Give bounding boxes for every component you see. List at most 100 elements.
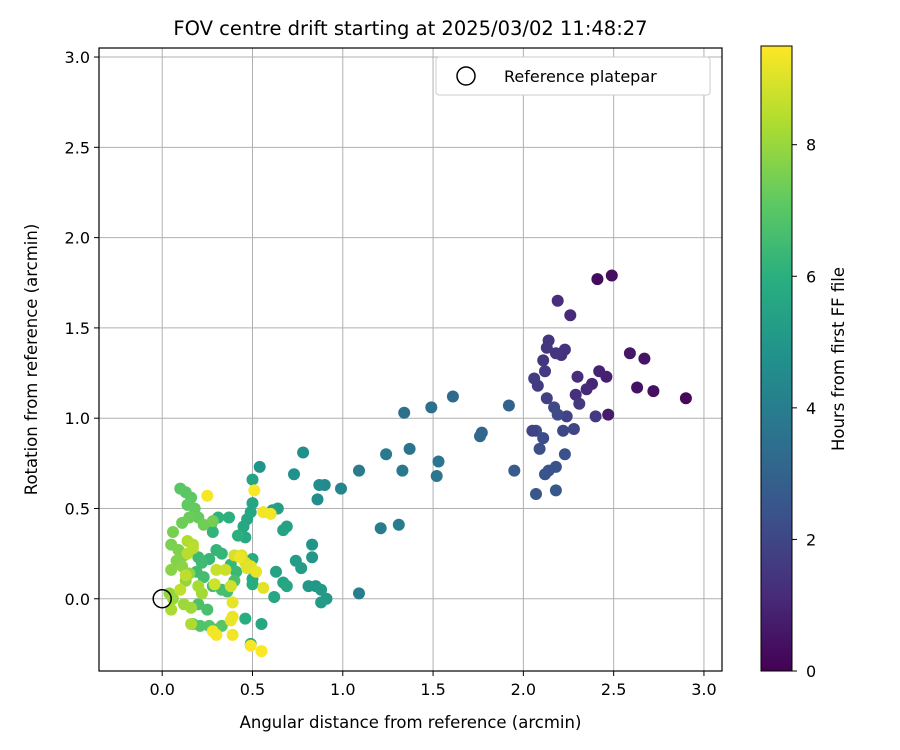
- legend: Reference platepar: [435, 56, 711, 96]
- data-point: [430, 470, 443, 482]
- chart-title: FOV centre drift starting at 2025/03/02 …: [173, 17, 647, 40]
- y-axis-label: Rotation from reference (arcmin): [22, 224, 41, 496]
- data-point: [174, 583, 187, 596]
- data-point: [248, 484, 261, 497]
- y-tick-label: 3.0: [65, 48, 90, 67]
- data-point: [557, 424, 570, 437]
- data-point: [537, 432, 550, 445]
- data-point: [270, 565, 282, 578]
- data-point: [219, 563, 232, 576]
- data-points: [163, 269, 692, 658]
- data-point: [253, 460, 266, 473]
- data-point: [567, 423, 580, 435]
- reference-marker: [152, 589, 172, 609]
- colorbar: 0 2 4 6 8 Hours from first FF file: [760, 45, 848, 681]
- data-point: [210, 563, 223, 576]
- y-tick-label: 0.0: [65, 590, 90, 609]
- data-point: [244, 639, 257, 652]
- data-point: [560, 410, 573, 423]
- x-tick-label: 3.0: [691, 680, 716, 699]
- x-axis-label: Angular distance from reference (arcmin): [240, 713, 582, 732]
- data-point: [230, 565, 243, 578]
- data-point: [302, 580, 315, 593]
- data-point: [215, 547, 228, 560]
- y-tick-label: 1.5: [65, 319, 90, 338]
- data-point: [237, 520, 250, 533]
- data-point: [313, 479, 326, 491]
- data-point: [194, 619, 207, 632]
- colorbar-ticks: 0 2 4 6 8: [792, 136, 816, 681]
- data-point: [533, 442, 546, 455]
- colorbar-tick-label: 8: [806, 136, 816, 155]
- colorbar-tick-label: 2: [806, 530, 816, 549]
- data-point: [647, 385, 660, 398]
- data-point: [165, 563, 178, 576]
- plot-frame: [98, 47, 723, 672]
- data-point: [226, 596, 239, 609]
- data-point: [306, 538, 319, 551]
- x-tick-label: 2.5: [601, 680, 626, 699]
- data-point: [268, 591, 281, 603]
- data-point: [176, 516, 189, 529]
- data-point: [167, 526, 179, 538]
- data-point: [605, 269, 618, 282]
- data-point: [197, 518, 210, 531]
- data-point: [288, 468, 300, 481]
- data-point: [539, 468, 551, 481]
- data-point: [335, 482, 347, 495]
- data-point: [165, 603, 178, 616]
- y-axis-ticks: 0.0 0.5 1.0 1.5 2.0 2.5 3.0: [65, 48, 99, 609]
- data-point: [569, 388, 582, 401]
- data-point: [623, 347, 636, 360]
- data-point: [474, 430, 486, 443]
- x-tick-label: 2.0: [511, 680, 536, 699]
- data-point: [508, 464, 521, 477]
- data-point: [280, 580, 293, 593]
- data-point: [638, 352, 651, 365]
- data-point: [403, 442, 416, 455]
- data-point: [233, 551, 246, 564]
- data-point: [392, 518, 405, 531]
- data-point: [580, 383, 593, 396]
- data-point: [206, 515, 219, 528]
- data-point: [558, 448, 571, 461]
- data-point: [255, 618, 268, 630]
- data-point: [593, 365, 606, 378]
- colorbar-tick-label: 0: [806, 662, 816, 681]
- data-point: [502, 399, 515, 412]
- y-tick-label: 0.5: [65, 499, 90, 518]
- data-point: [224, 580, 237, 593]
- data-point: [432, 455, 445, 468]
- data-point: [353, 464, 365, 477]
- data-point: [188, 502, 201, 515]
- data-point: [571, 370, 584, 383]
- data-point: [374, 522, 387, 535]
- data-point: [239, 612, 252, 625]
- data-point: [185, 618, 198, 630]
- data-point: [246, 578, 259, 591]
- x-tick-label: 1.0: [330, 680, 355, 699]
- data-point: [573, 397, 586, 410]
- data-point: [210, 628, 223, 641]
- data-point: [232, 529, 244, 542]
- data-point: [257, 581, 270, 594]
- x-tick-label: 0.5: [240, 680, 265, 699]
- data-point: [185, 601, 198, 614]
- data-point: [396, 464, 409, 477]
- data-point: [192, 580, 205, 593]
- colorbar-tick-label: 6: [806, 267, 816, 286]
- data-point: [526, 424, 539, 437]
- legend-box: [435, 56, 711, 96]
- data-point: [250, 565, 263, 578]
- data-point: [446, 390, 459, 403]
- x-axis-ticks: 0.0 0.5 1.0 1.5 2.0 2.5 3.0: [149, 671, 717, 699]
- data-point: [179, 569, 192, 582]
- data-point: [530, 488, 542, 500]
- data-point: [264, 507, 277, 520]
- data-point: [631, 381, 644, 394]
- data-point: [246, 497, 259, 510]
- data-point: [380, 448, 393, 461]
- data-point: [398, 406, 411, 419]
- data-point: [311, 493, 324, 506]
